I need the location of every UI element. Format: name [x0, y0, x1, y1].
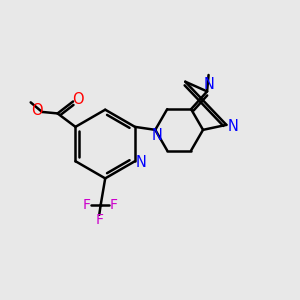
Text: N: N — [151, 128, 162, 143]
Text: O: O — [72, 92, 84, 106]
Text: N: N — [203, 77, 214, 92]
Text: O: O — [31, 103, 43, 118]
Text: F: F — [82, 198, 90, 212]
Text: F: F — [109, 198, 117, 212]
Text: N: N — [136, 155, 147, 170]
Text: N: N — [227, 119, 239, 134]
Text: F: F — [95, 213, 103, 227]
